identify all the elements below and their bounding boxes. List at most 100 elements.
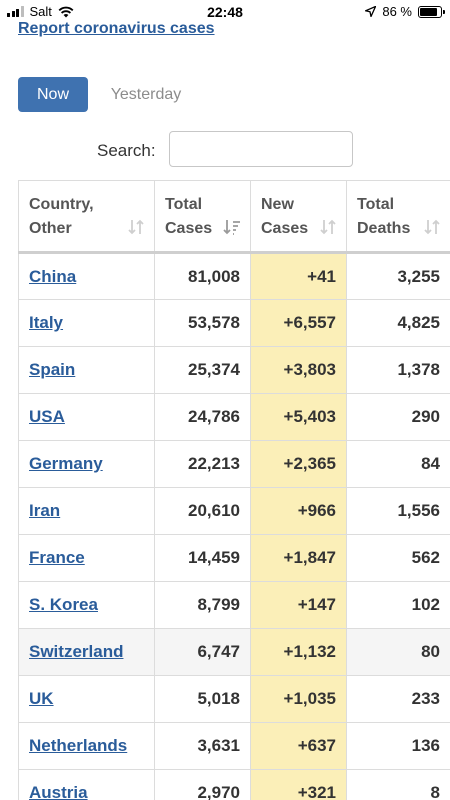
new-cases-cell: +6,557 bbox=[250, 299, 347, 347]
sort-icon[interactable] bbox=[319, 218, 337, 236]
new-cases-cell: +147 bbox=[250, 581, 347, 629]
header-country[interactable]: Country, Other bbox=[18, 180, 155, 254]
country-link[interactable]: Italy bbox=[29, 313, 64, 332]
country-cell: UK bbox=[18, 675, 155, 723]
total-cases-cell: 20,610 bbox=[154, 487, 251, 535]
country-link[interactable]: UK bbox=[29, 689, 54, 708]
table-row: Switzerland 6,747 +1,132 80 bbox=[18, 628, 450, 676]
table-row: S. Korea 8,799 +147 102 bbox=[18, 581, 450, 629]
country-link[interactable]: S. Korea bbox=[29, 595, 98, 614]
total-cases-cell: 24,786 bbox=[154, 393, 251, 441]
sort-desc-icon[interactable] bbox=[223, 218, 241, 236]
country-link[interactable]: USA bbox=[29, 407, 65, 426]
table-row: Italy 53,578 +6,557 4,825 bbox=[18, 299, 450, 347]
total-deaths-cell: 1,556 bbox=[346, 487, 450, 535]
carrier-name: Salt bbox=[29, 4, 52, 19]
signal-strength-icon bbox=[7, 6, 24, 17]
new-cases-cell: +1,847 bbox=[250, 534, 347, 582]
search-input[interactable] bbox=[169, 131, 353, 167]
cases-table: Country, Other Total Cases New Cases bbox=[18, 180, 450, 800]
status-right: 86 % bbox=[365, 4, 445, 19]
table-row: Iran 20,610 +966 1,556 bbox=[18, 487, 450, 535]
header-label: Cases bbox=[165, 220, 213, 237]
country-cell: USA bbox=[18, 393, 155, 441]
wifi-icon bbox=[58, 6, 74, 17]
new-cases-cell: +321 bbox=[250, 769, 347, 800]
country-cell: Germany bbox=[18, 440, 155, 488]
header-total-deaths[interactable]: Total Deaths bbox=[346, 180, 450, 254]
status-bar: Salt 22:48 86 % bbox=[0, 0, 450, 24]
total-cases-cell: 8,799 bbox=[154, 581, 251, 629]
header-label: Cases bbox=[261, 220, 309, 237]
country-link[interactable]: France bbox=[29, 548, 85, 567]
country-cell: S. Korea bbox=[18, 581, 155, 629]
country-cell: Spain bbox=[18, 346, 155, 394]
table-row: Netherlands 3,631 +637 136 bbox=[18, 722, 450, 770]
status-left: Salt bbox=[7, 4, 74, 19]
table-row: Germany 22,213 +2,365 84 bbox=[18, 440, 450, 488]
total-cases-cell: 2,970 bbox=[154, 769, 251, 800]
new-cases-cell: +1,035 bbox=[250, 675, 347, 723]
total-deaths-cell: 102 bbox=[346, 581, 450, 629]
total-cases-cell: 6,747 bbox=[154, 628, 251, 676]
table-row: France 14,459 +1,847 562 bbox=[18, 534, 450, 582]
total-deaths-cell: 562 bbox=[346, 534, 450, 582]
total-cases-cell: 5,018 bbox=[154, 675, 251, 723]
total-cases-cell: 53,578 bbox=[154, 299, 251, 347]
battery-icon bbox=[418, 5, 445, 18]
country-cell: China bbox=[18, 252, 155, 300]
country-cell: Iran bbox=[18, 487, 155, 535]
country-link[interactable]: Netherlands bbox=[29, 736, 128, 755]
new-cases-cell: +3,803 bbox=[250, 346, 347, 394]
table-row: Spain 25,374 +3,803 1,378 bbox=[18, 346, 450, 394]
country-cell: Austria bbox=[18, 769, 155, 800]
total-cases-cell: 3,631 bbox=[154, 722, 251, 770]
country-cell: Italy bbox=[18, 299, 155, 347]
country-link[interactable]: Switzerland bbox=[29, 642, 124, 661]
total-cases-cell: 22,213 bbox=[154, 440, 251, 488]
total-deaths-cell: 80 bbox=[346, 628, 450, 676]
sort-icon[interactable] bbox=[423, 218, 441, 236]
new-cases-cell: +966 bbox=[250, 487, 347, 535]
new-cases-cell: +5,403 bbox=[250, 393, 347, 441]
header-label: Deaths bbox=[357, 220, 411, 237]
report-cases-link[interactable]: Report coronavirus cases bbox=[18, 20, 215, 37]
header-label: New bbox=[261, 196, 294, 213]
header-label: Total bbox=[165, 196, 203, 213]
header-label: Country, bbox=[29, 196, 94, 213]
new-cases-cell: +41 bbox=[250, 252, 347, 300]
header-new-cases[interactable]: New Cases bbox=[250, 180, 347, 254]
new-cases-cell: +1,132 bbox=[250, 628, 347, 676]
status-time: 22:48 bbox=[207, 4, 243, 20]
country-cell: Switzerland bbox=[18, 628, 155, 676]
country-link[interactable]: Germany bbox=[29, 454, 103, 473]
total-deaths-cell: 136 bbox=[346, 722, 450, 770]
total-cases-cell: 25,374 bbox=[154, 346, 251, 394]
total-deaths-cell: 233 bbox=[346, 675, 450, 723]
total-deaths-cell: 4,825 bbox=[346, 299, 450, 347]
table-row: UK 5,018 +1,035 233 bbox=[18, 675, 450, 723]
new-cases-cell: +637 bbox=[250, 722, 347, 770]
sort-icon[interactable] bbox=[127, 218, 145, 236]
total-deaths-cell: 290 bbox=[346, 393, 450, 441]
header-total-cases[interactable]: Total Cases bbox=[154, 180, 251, 254]
table-row: Austria 2,970 +321 8 bbox=[18, 769, 450, 800]
new-cases-cell: +2,365 bbox=[250, 440, 347, 488]
tab-yesterday[interactable]: Yesterday bbox=[110, 86, 182, 103]
country-link[interactable]: Iran bbox=[29, 501, 61, 520]
battery-percent: 86 % bbox=[382, 4, 412, 19]
total-cases-cell: 14,459 bbox=[154, 534, 251, 582]
total-cases-cell: 81,008 bbox=[154, 252, 251, 300]
header-label: Total bbox=[357, 196, 395, 213]
country-cell: Netherlands bbox=[18, 722, 155, 770]
total-deaths-cell: 8 bbox=[346, 769, 450, 800]
tab-now[interactable]: Now bbox=[18, 77, 88, 112]
country-link[interactable]: Austria bbox=[29, 783, 88, 800]
table-header-row: Country, Other Total Cases New Cases bbox=[18, 180, 450, 254]
country-link[interactable]: Spain bbox=[29, 360, 76, 379]
country-link[interactable]: China bbox=[29, 266, 77, 286]
total-deaths-cell: 3,255 bbox=[346, 252, 450, 300]
search-label: Search: bbox=[97, 141, 156, 160]
table-row: China 81,008 +41 3,255 bbox=[18, 252, 450, 300]
location-arrow-icon bbox=[365, 6, 377, 17]
